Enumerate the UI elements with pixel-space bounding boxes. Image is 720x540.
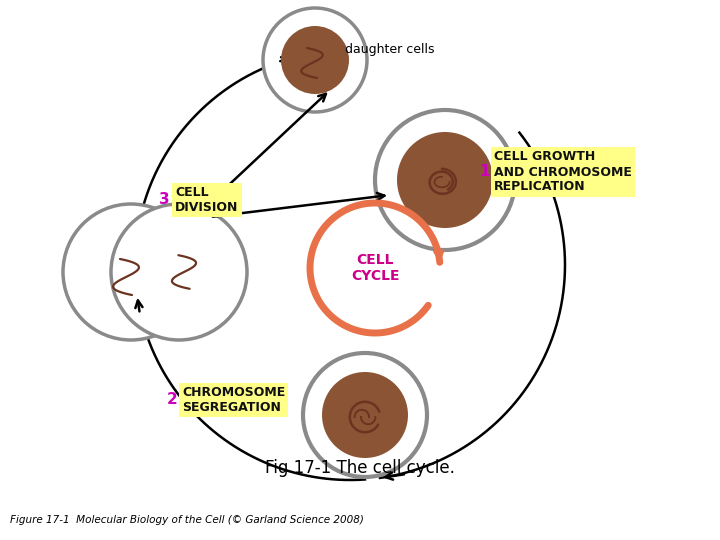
Text: CHROMOSOME
SEGREGATION: CHROMOSOME SEGREGATION xyxy=(182,386,285,414)
Text: 3: 3 xyxy=(159,192,170,207)
Circle shape xyxy=(281,26,349,94)
Circle shape xyxy=(63,204,199,340)
Text: Figure 17-1  Molecular Biology of the Cell (© Garland Science 2008): Figure 17-1 Molecular Biology of the Cel… xyxy=(10,515,364,525)
Circle shape xyxy=(322,372,408,458)
Circle shape xyxy=(397,132,493,228)
Text: CELL GROWTH
AND CHROMOSOME
REPLICATION: CELL GROWTH AND CHROMOSOME REPLICATION xyxy=(494,151,632,193)
Text: daughter cells: daughter cells xyxy=(345,44,434,57)
Text: 1: 1 xyxy=(480,165,490,179)
Text: CELL
CYCLE: CELL CYCLE xyxy=(351,253,400,283)
Circle shape xyxy=(111,204,247,340)
Bar xyxy=(136,244,174,300)
Text: CELL
DIVISION: CELL DIVISION xyxy=(175,186,238,214)
Text: 2: 2 xyxy=(167,393,178,408)
FancyBboxPatch shape xyxy=(127,240,183,304)
Circle shape xyxy=(375,110,515,250)
Circle shape xyxy=(303,353,427,477)
Circle shape xyxy=(263,8,367,112)
Text: Fig 17-1 The cell cycle.: Fig 17-1 The cell cycle. xyxy=(265,459,455,477)
